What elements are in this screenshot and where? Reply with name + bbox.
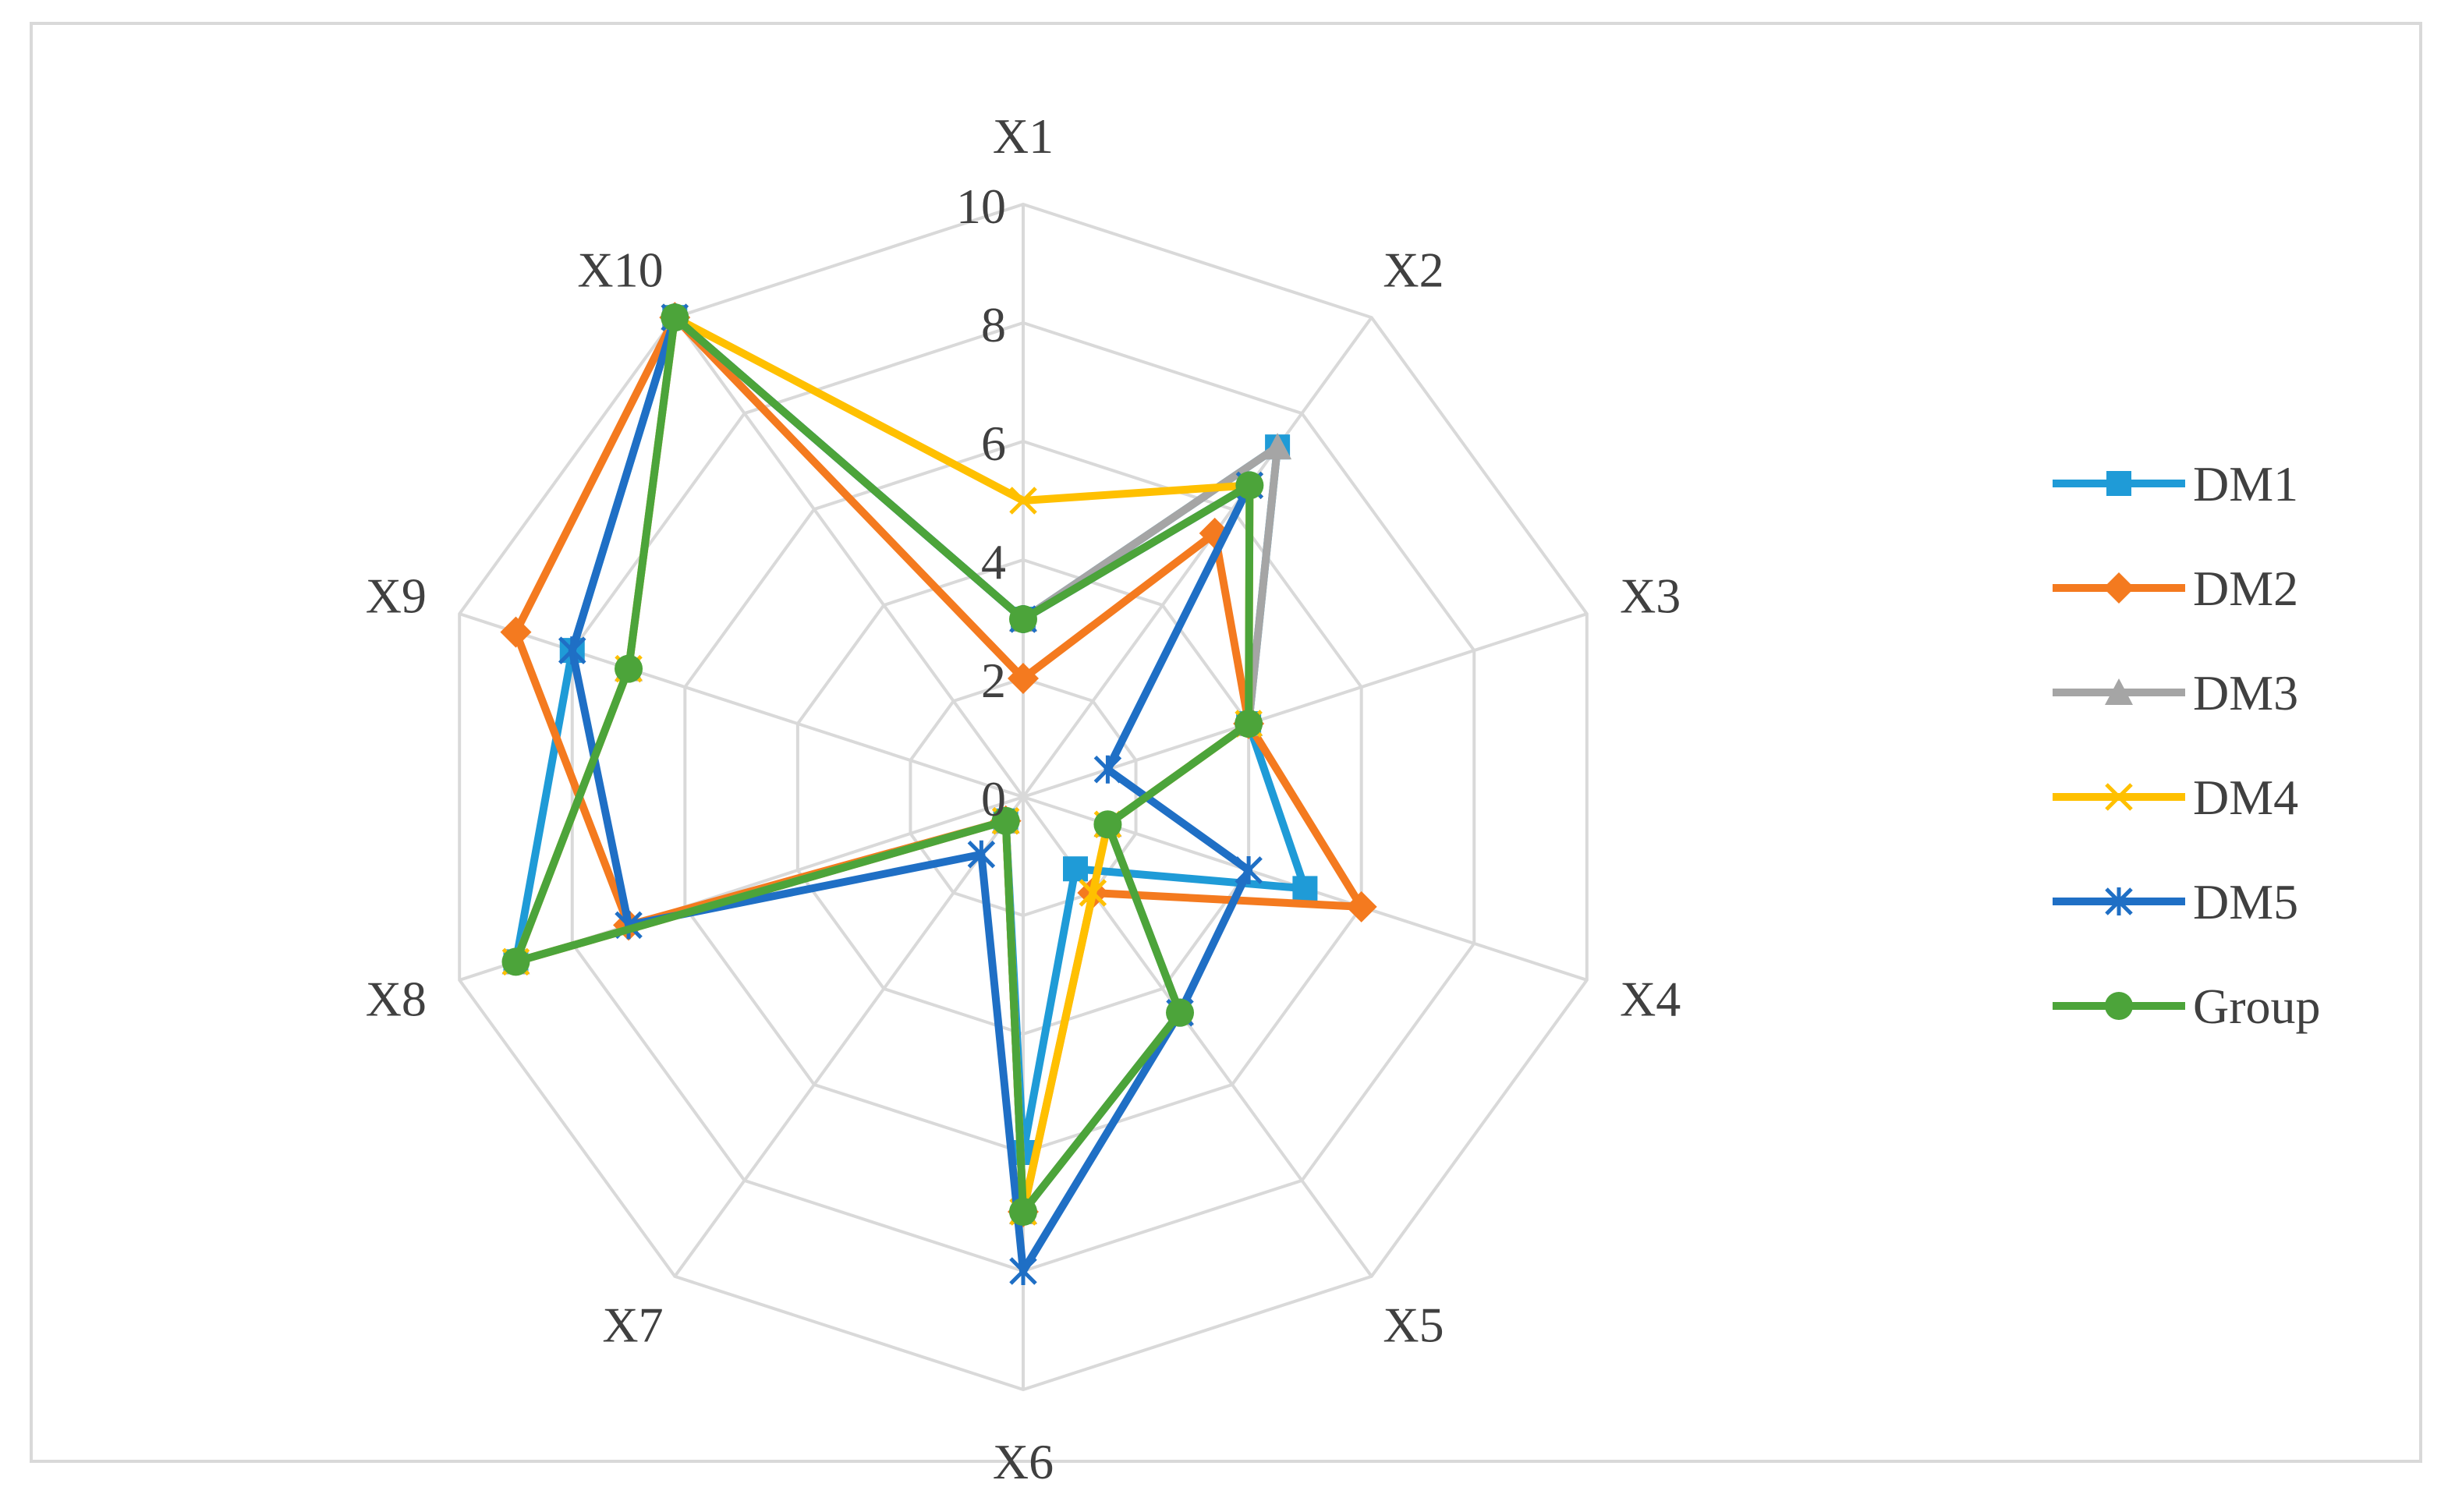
data-point-group <box>1009 1198 1037 1226</box>
spoke-x3 <box>1022 612 1588 798</box>
series-group <box>501 303 1264 1226</box>
data-point-group <box>1009 605 1037 633</box>
data-point-dm2 <box>1345 891 1377 922</box>
data-point-group <box>1235 710 1263 738</box>
data-point-group <box>1166 998 1195 1027</box>
legend-item-dm5: DM5 <box>2053 874 2298 930</box>
legend: DM1 DM2 DM3 DM4 DM5 Group <box>2053 456 2321 1034</box>
category-label-x5: X5 <box>1383 1297 1444 1352</box>
data-point-dm5 <box>558 636 586 665</box>
spoke-x7 <box>673 795 1025 1278</box>
legend-label: DM2 <box>2193 561 2298 616</box>
legend-label: Group <box>2193 979 2321 1034</box>
data-point-legend-dm5 <box>2105 887 2133 915</box>
legend-label: DM4 <box>2193 770 2298 825</box>
data-point-legend-dm2 <box>2103 572 2134 604</box>
data-point-dm1 <box>1292 876 1318 901</box>
label-layer: 0 2 4 6 8 10 X1 X2 X3 X4 X5 X6 X7 X8 X9 X10 <box>366 108 1681 1489</box>
tick-label: 2 <box>981 653 1006 708</box>
tick-label: 8 <box>981 297 1006 352</box>
data-point-dm4 <box>1009 487 1037 515</box>
data-point-dm2 <box>1008 663 1039 694</box>
tick-label: 6 <box>981 416 1006 471</box>
category-label-x6: X6 <box>993 1434 1054 1489</box>
legend-item-dm2: DM2 <box>2053 561 2298 616</box>
category-label-x9: X9 <box>366 568 427 624</box>
data-point-group <box>501 947 530 976</box>
spoke-x10 <box>673 316 1025 798</box>
series-line-dm2 <box>512 313 1366 1216</box>
category-label-x3: X3 <box>1620 568 1681 624</box>
data-point-dm5 <box>1093 755 1122 784</box>
tick-label: 10 <box>956 179 1006 234</box>
data-point-dm4 <box>1079 879 1107 907</box>
series-layer <box>500 302 1377 1285</box>
legend-label: DM1 <box>2193 456 2298 512</box>
spoke-x2 <box>1022 316 1373 798</box>
data-point-dm5 <box>1009 1257 1037 1285</box>
series-dm2 <box>500 302 1377 1227</box>
legend-item-dm3: DM3 <box>2053 665 2298 721</box>
data-point-group <box>991 806 1020 835</box>
series-dm4 <box>501 303 1264 1226</box>
data-point-legend-group <box>2105 992 2133 1020</box>
data-point-dm3 <box>1263 433 1292 460</box>
data-point-group <box>615 654 643 683</box>
category-label-x1: X1 <box>993 108 1054 164</box>
category-label-x10: X10 <box>577 243 663 298</box>
data-point-legend-dm4 <box>2105 783 2133 811</box>
category-label-x8: X8 <box>366 971 427 1026</box>
legend-item-group: Group <box>2053 979 2321 1034</box>
tick-label: 0 <box>981 771 1006 827</box>
category-label-x2: X2 <box>1383 243 1444 298</box>
tick-label: 4 <box>981 534 1006 590</box>
spoke-x9 <box>459 612 1024 798</box>
data-point-dm1 <box>1063 856 1089 882</box>
data-point-legend-dm3 <box>2105 678 2133 705</box>
data-point-dm2 <box>500 616 532 648</box>
legend-item-dm4: DM4 <box>2053 770 2298 825</box>
data-point-legend-dm1 <box>2106 471 2131 496</box>
legend-label: DM3 <box>2193 665 2298 721</box>
category-label-x7: X7 <box>602 1297 663 1352</box>
data-point-dm5 <box>967 840 996 869</box>
data-point-group <box>661 303 689 332</box>
data-point-group <box>1093 810 1122 839</box>
data-point-dm5 <box>1235 855 1263 884</box>
category-label-x4: X4 <box>1620 971 1681 1026</box>
legend-label: DM5 <box>2193 874 2298 930</box>
data-point-group <box>1235 471 1264 500</box>
series-dm3 <box>501 303 1292 1224</box>
legend-item-dm1: DM1 <box>2053 456 2298 512</box>
